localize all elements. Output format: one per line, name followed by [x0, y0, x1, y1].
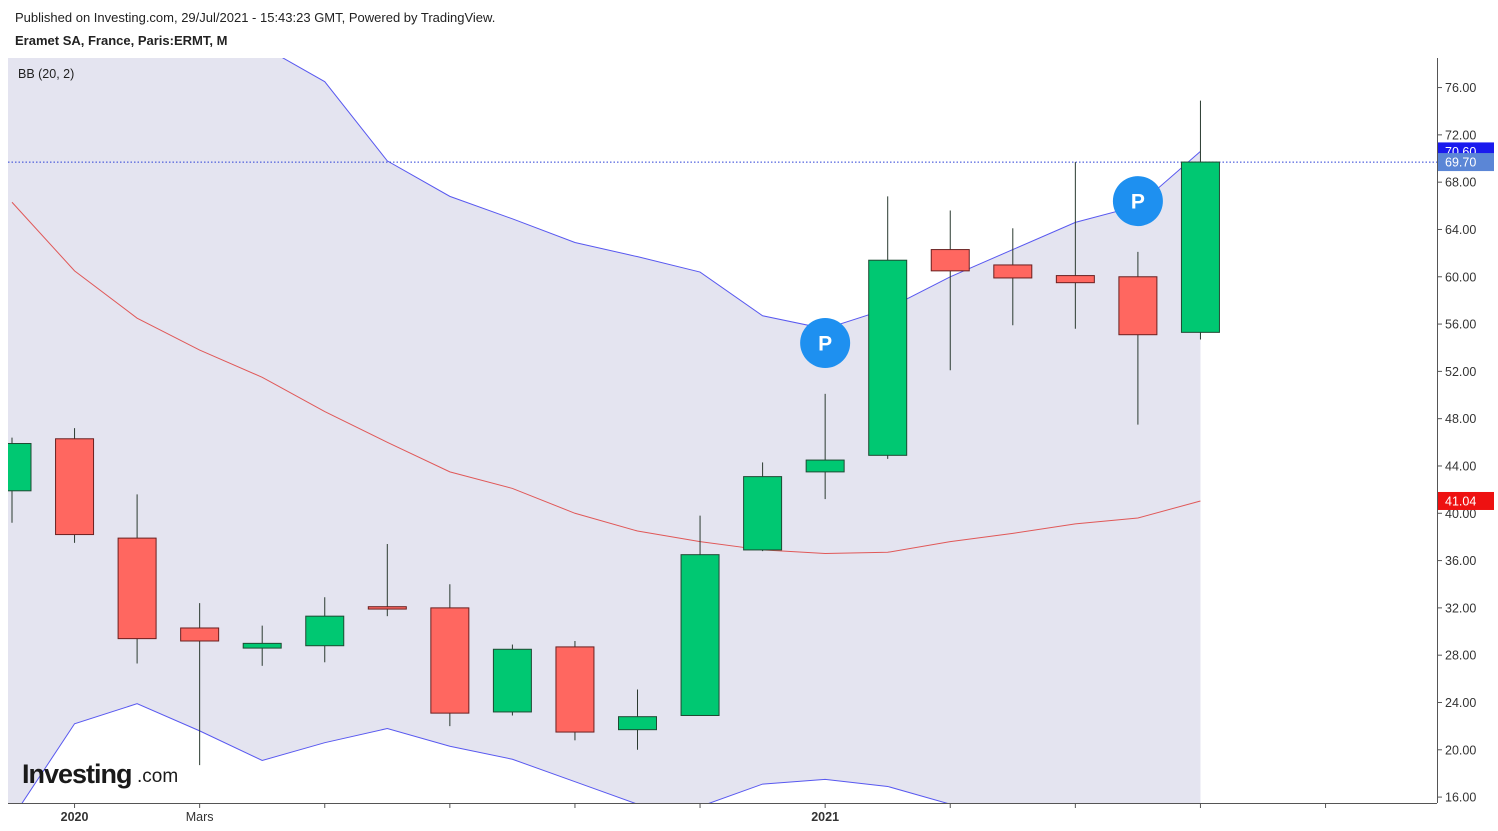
candle-body-down — [180, 627, 220, 642]
candle-body-down — [430, 607, 470, 714]
candle-body-down — [1055, 275, 1095, 284]
p-marker-circle — [800, 317, 851, 368]
candle-body-up — [1180, 161, 1220, 333]
y-tick-label: 52.00 — [1445, 365, 1476, 379]
candle-body-up — [805, 459, 845, 473]
price-tag: 41.04 — [1438, 491, 1494, 510]
candle[interactable] — [55, 428, 95, 543]
candle[interactable] — [930, 210, 970, 371]
candle[interactable] — [367, 544, 407, 617]
bollinger-band-area — [8, 58, 1201, 803]
investing-logo: Investing .com — [22, 759, 178, 789]
price-tag: 69.70 — [1438, 153, 1494, 172]
price-tag-label: 69.70 — [1445, 156, 1476, 170]
candle[interactable] — [117, 494, 157, 664]
y-tick-label: 36.00 — [1445, 554, 1476, 568]
candle[interactable] — [680, 515, 720, 716]
p-marker[interactable]: P — [800, 317, 851, 368]
candle[interactable] — [743, 462, 783, 552]
candle[interactable] — [180, 603, 220, 766]
y-tick-label: 44.00 — [1445, 459, 1476, 473]
p-marker[interactable]: P — [1112, 176, 1163, 227]
y-tick-label: 28.00 — [1445, 649, 1476, 663]
candle[interactable] — [805, 393, 845, 500]
candle[interactable] — [0, 437, 32, 523]
y-tick-label: 40.00 — [1445, 507, 1476, 521]
logo-text: Investing — [22, 759, 132, 789]
p-marker-label: P — [1131, 191, 1145, 214]
price-tag-bg — [1438, 491, 1494, 510]
bollinger-basis-line — [11, 201, 1201, 554]
candle-body-down — [117, 537, 157, 640]
bollinger-lower-line — [21, 703, 948, 803]
y-tick-label: 60.00 — [1445, 270, 1476, 284]
candle-body-up — [8, 443, 32, 492]
candles-group[interactable] — [0, 100, 1220, 766]
candle[interactable] — [618, 689, 657, 750]
bollinger-upper-line — [282, 58, 1201, 330]
y-tick-label: 72.00 — [1445, 128, 1476, 142]
y-tick-label: 48.00 — [1445, 412, 1476, 426]
candle[interactable] — [1055, 162, 1095, 329]
candle[interactable] — [492, 644, 532, 716]
bollinger-lines — [11, 58, 1201, 803]
bollinger-band-fill — [8, 58, 1201, 803]
candle-body-down — [993, 264, 1033, 279]
y-tick-label: 16.00 — [1445, 791, 1476, 805]
logo-suffix: .com — [137, 766, 178, 787]
p-marker-label: P — [818, 332, 832, 355]
x-tick-label: Mars — [186, 810, 214, 824]
axes-group: 76.00 72.00 68.00 64.00 60.00 56.00 52.00 48.00… — [8, 58, 1476, 824]
candle-body-down — [930, 249, 970, 272]
markers-group[interactable]: PP — [800, 176, 1163, 368]
y-tick-label: 32.00 — [1445, 601, 1476, 615]
y-tick-label: 20.00 — [1445, 743, 1476, 757]
candle-body-down — [1118, 276, 1158, 336]
published-note: Published on Investing.com, 29/Jul/2021 … — [15, 10, 496, 25]
candle[interactable] — [993, 228, 1033, 326]
price-tag-label: 41.04 — [1445, 494, 1476, 508]
y-tick-label: 56.00 — [1445, 318, 1476, 332]
candle[interactable] — [242, 625, 282, 666]
candle-body-down — [55, 438, 95, 536]
candle-body-up — [743, 476, 783, 551]
candle[interactable] — [1180, 100, 1220, 340]
candle[interactable] — [555, 640, 595, 741]
candle-body-up — [868, 259, 908, 456]
candle[interactable] — [868, 196, 908, 459]
y-tick-label: 24.00 — [1445, 696, 1476, 710]
candle-body-down — [555, 646, 595, 733]
candle-body-up — [242, 642, 282, 649]
candle-body-up — [492, 648, 532, 713]
y-tick-label: 64.00 — [1445, 223, 1476, 237]
candle-body-up — [305, 615, 345, 647]
candle[interactable] — [305, 597, 345, 663]
candle[interactable] — [1118, 251, 1158, 425]
price-tag-bg — [1438, 153, 1494, 172]
indicator-label: BB (20, 2) — [18, 67, 74, 81]
candle-body-down — [367, 606, 407, 610]
chart-title: Eramet SA, France, Paris:ERMT, M — [15, 33, 228, 48]
y-tick-label: 76.00 — [1445, 81, 1476, 95]
p-marker-circle — [1112, 176, 1163, 227]
candle[interactable] — [430, 584, 470, 727]
candle-body-up — [618, 716, 657, 731]
y-tick-label: 68.00 — [1445, 176, 1476, 190]
candle-body-up — [680, 554, 720, 716]
x-tick-label: 2021 — [811, 810, 839, 824]
x-tick-label: 2020 — [61, 810, 89, 824]
